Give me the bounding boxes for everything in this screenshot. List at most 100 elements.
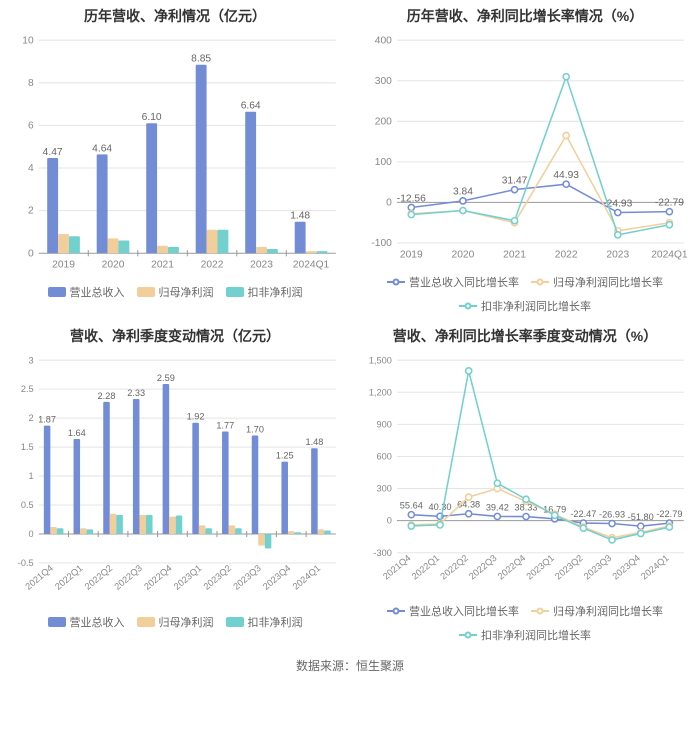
- svg-text:0: 0: [386, 197, 392, 208]
- data-source: 数据来源：恒生聚源: [0, 657, 700, 674]
- svg-text:-0.5: -0.5: [18, 558, 34, 568]
- svg-text:0: 0: [29, 529, 34, 539]
- svg-text:2022Q2: 2022Q2: [438, 552, 470, 581]
- svg-text:2.28: 2.28: [98, 390, 116, 400]
- svg-text:2022Q1: 2022Q1: [53, 563, 85, 592]
- svg-text:10: 10: [22, 35, 34, 46]
- chart-annual-bar: 0246810201920202021202220232024Q14.474.6…: [6, 32, 344, 278]
- panel-quarterly-bar: 营收、净利季度变动情况（亿元） -0.500.511.522.532021Q42…: [6, 326, 344, 644]
- chart-quarterly-growth: -30003006009001,2001,5002021Q42022Q12022…: [356, 352, 694, 598]
- svg-text:2023Q4: 2023Q4: [610, 552, 642, 581]
- legend-item: 归母净利润: [137, 284, 214, 300]
- svg-text:6: 6: [28, 120, 34, 131]
- svg-text:400: 400: [375, 35, 392, 46]
- svg-text:2.33: 2.33: [127, 388, 145, 398]
- svg-text:2019: 2019: [400, 249, 423, 260]
- svg-text:2.5: 2.5: [21, 384, 34, 394]
- svg-text:-12.56: -12.56: [397, 193, 426, 204]
- svg-text:1.48: 1.48: [290, 211, 310, 222]
- svg-text:2023Q1: 2023Q1: [172, 563, 204, 592]
- svg-text:40.30: 40.30: [428, 502, 451, 512]
- chart-quarterly-bar: -0.500.511.522.532021Q42022Q12022Q22022Q…: [6, 352, 344, 608]
- svg-text:2023Q2: 2023Q2: [553, 552, 585, 581]
- svg-text:2023Q2: 2023Q2: [202, 563, 234, 592]
- svg-text:200: 200: [375, 116, 392, 127]
- legend-item: 归母净利润同比增长率: [531, 274, 663, 290]
- svg-text:1: 1: [29, 471, 34, 481]
- svg-text:900: 900: [376, 419, 391, 429]
- panel-quarterly-growth: 营收、净利同比增长率季度变动情况（%） -300 0 300 600 900 1,200 1…: [356, 326, 694, 644]
- legend-item: 扣非净利润: [226, 284, 303, 300]
- svg-text:2023: 2023: [606, 249, 629, 260]
- svg-text:2024Q1: 2024Q1: [291, 563, 323, 592]
- svg-text:-22.79: -22.79: [656, 509, 682, 519]
- svg-text:2023Q1: 2023Q1: [524, 552, 556, 581]
- chart3-title: 营收、净利季度变动情况（亿元）: [6, 326, 344, 346]
- svg-text:44.93: 44.93: [553, 170, 579, 181]
- svg-text:1.64: 1.64: [68, 427, 86, 437]
- svg-text:2022Q1: 2022Q1: [410, 552, 442, 581]
- svg-text:2: 2: [28, 206, 34, 217]
- chart1-legend: 营业总收入归母净利润扣非净利润: [6, 284, 344, 300]
- legend-item: 扣非净利润同比增长率: [459, 627, 591, 643]
- svg-text:2019: 2019: [52, 260, 75, 271]
- svg-text:4.47: 4.47: [43, 147, 63, 158]
- svg-text:2024Q1: 2024Q1: [293, 260, 330, 271]
- svg-text:6.64: 6.64: [241, 101, 261, 112]
- svg-text:31.47: 31.47: [502, 176, 528, 187]
- svg-text:1,200: 1,200: [369, 387, 392, 397]
- svg-text:1,500: 1,500: [369, 355, 392, 365]
- svg-text:2024Q1: 2024Q1: [651, 249, 688, 260]
- legend-item: 营业总收入同比增长率: [387, 603, 519, 619]
- svg-text:2.59: 2.59: [157, 372, 175, 382]
- chart3-legend: 营业总收入归母净利润扣非净利润: [6, 614, 344, 630]
- svg-text:2022: 2022: [555, 249, 578, 260]
- chart4-title: 营收、净利同比增长率季度变动情况（%）: [356, 326, 694, 346]
- svg-text:55.64: 55.64: [400, 500, 423, 510]
- svg-text:2022Q4: 2022Q4: [496, 552, 528, 581]
- svg-text:0.5: 0.5: [21, 500, 34, 510]
- svg-text:300: 300: [376, 483, 391, 493]
- svg-text:-300: -300: [373, 547, 391, 557]
- svg-text:2022: 2022: [201, 260, 224, 271]
- svg-text:1.25: 1.25: [276, 450, 294, 460]
- legend-item: 扣非净利润同比增长率: [459, 298, 591, 314]
- svg-text:2022Q2: 2022Q2: [83, 563, 115, 592]
- panel-annual-bar: 历年营收、净利情况（亿元） 02468102019202020212022202…: [6, 6, 344, 314]
- legend-item: 营业总收入: [48, 614, 125, 630]
- svg-text:3.84: 3.84: [453, 187, 473, 198]
- svg-text:100: 100: [375, 157, 392, 168]
- svg-text:-22.47: -22.47: [570, 508, 596, 518]
- chart2-legend: 营业总收入同比增长率归母净利润同比增长率扣非净利润同比增长率: [356, 274, 694, 314]
- svg-text:1.87: 1.87: [38, 414, 56, 424]
- svg-text:2022Q3: 2022Q3: [467, 552, 499, 581]
- svg-text:2021: 2021: [503, 249, 526, 260]
- svg-text:-51.80: -51.80: [628, 512, 654, 522]
- svg-text:1.5: 1.5: [21, 442, 34, 452]
- chart1-title: 历年营收、净利情况（亿元）: [6, 6, 344, 26]
- svg-text:-26.93: -26.93: [599, 509, 625, 519]
- legend-item: 营业总收入同比增长率: [387, 274, 519, 290]
- svg-text:0: 0: [28, 248, 34, 259]
- svg-text:2023Q3: 2023Q3: [231, 563, 263, 592]
- legend-item: 扣非净利润: [226, 614, 303, 630]
- svg-text:0: 0: [387, 515, 392, 525]
- svg-text:6.10: 6.10: [142, 112, 162, 123]
- svg-text:8.85: 8.85: [191, 54, 211, 65]
- svg-text:1.70: 1.70: [246, 424, 264, 434]
- svg-text:2022Q3: 2022Q3: [112, 563, 144, 592]
- chart4-legend: 营业总收入同比增长率归母净利润同比增长率扣非净利润同比增长率: [356, 603, 694, 643]
- svg-text:2023: 2023: [250, 260, 273, 271]
- svg-text:300: 300: [375, 76, 392, 87]
- svg-text:2023Q4: 2023Q4: [261, 563, 293, 592]
- svg-text:1.48: 1.48: [305, 437, 323, 447]
- svg-text:2024Q1: 2024Q1: [639, 552, 671, 581]
- svg-text:2020: 2020: [102, 260, 125, 271]
- charts-grid: 历年营收、净利情况（亿元） 02468102019202020212022202…: [0, 0, 700, 649]
- svg-text:-22.79: -22.79: [655, 198, 684, 209]
- svg-text:2021: 2021: [151, 260, 174, 271]
- svg-text:2022Q4: 2022Q4: [142, 563, 174, 592]
- svg-text:4.64: 4.64: [92, 143, 112, 154]
- svg-text:600: 600: [376, 451, 391, 461]
- svg-text:3: 3: [29, 355, 34, 365]
